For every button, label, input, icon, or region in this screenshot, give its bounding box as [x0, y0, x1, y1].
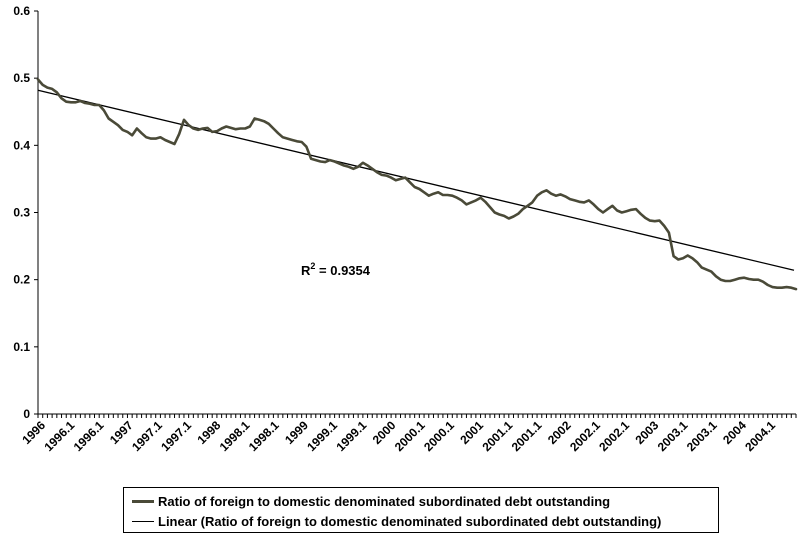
- x-tick-label: 2000.1: [392, 418, 428, 454]
- y-tick-label: 0.2: [13, 273, 30, 287]
- y-axis: 0 0.1 0.2 0.3 0.4 0.5 0.6: [13, 4, 39, 421]
- x-tick-label: 1996.1: [41, 418, 77, 454]
- x-tick-label: 2001.1: [479, 418, 515, 454]
- x-tick-label: 1999.1: [333, 418, 369, 454]
- ratio-series-line: [36, 78, 798, 291]
- x-tick-label: 2002.1: [596, 418, 632, 454]
- y-tick-label: 0.5: [13, 71, 30, 85]
- x-tick-label: 1999.1: [304, 418, 340, 454]
- x-tick-label: 2001.1: [509, 418, 545, 454]
- y-tick-label: 0.1: [13, 340, 30, 354]
- x-tick-label: 2003.1: [655, 418, 691, 454]
- x-tick-label: 1998.1: [217, 418, 253, 454]
- x-tick-label: 1997.1: [158, 418, 194, 454]
- y-tick-label: 0: [23, 407, 30, 421]
- legend-label-data-series: Ratio of foreign to domestic denominated…: [158, 493, 611, 509]
- legend-item-linear-trend: Linear (Ratio of foreign to domestic den…: [132, 511, 661, 531]
- plot-area: [36, 78, 798, 291]
- y-tick-label: 0.3: [13, 206, 30, 220]
- legend-swatch-linear-trend: [132, 520, 154, 522]
- legend-swatch-data-series: [132, 499, 154, 503]
- legend: Ratio of foreign to domestic denominated…: [123, 487, 719, 533]
- x-tick-label: 1998.1: [246, 418, 282, 454]
- r-squared-annotation: R2 = 0.9354: [301, 261, 371, 278]
- y-tick-label: 0.6: [13, 4, 30, 18]
- x-tick-label: 2000.1: [421, 418, 457, 454]
- x-tick-label: 2003.1: [684, 418, 720, 454]
- x-tick-label: 1996.1: [71, 418, 107, 454]
- x-tick-label: 1997.1: [129, 418, 165, 454]
- linear-trend-line: [37, 89, 795, 271]
- x-tick-label: 2004.1: [742, 418, 778, 454]
- legend-item-data-series: Ratio of foreign to domestic denominated…: [132, 491, 610, 511]
- legend-label-linear-trend: Linear (Ratio of foreign to domestic den…: [158, 513, 662, 529]
- y-tick-label: 0.4: [13, 138, 30, 152]
- x-tick-label: 2002.1: [567, 418, 603, 454]
